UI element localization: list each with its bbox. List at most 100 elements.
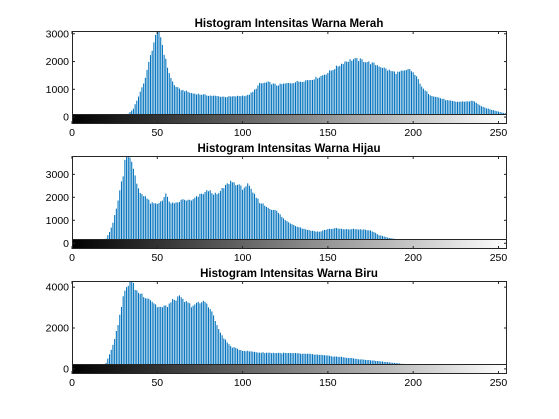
histogram-bar (194, 197, 196, 244)
tick-labels-blue: 0 50 100 150 200 250 0 2000 4000 (46, 282, 508, 389)
histogram-bar (320, 75, 322, 118)
histogram-bar (359, 58, 361, 118)
histogram-bar (381, 68, 383, 118)
histogram-bar (250, 188, 252, 244)
histogram-bar (417, 79, 419, 118)
histogram-bar (363, 61, 365, 118)
histogram-bar (487, 108, 489, 118)
y-tick-label: 1000 (46, 84, 70, 96)
histogram-bar (339, 228, 341, 244)
histogram-bar (170, 302, 172, 369)
histogram-bar (190, 307, 192, 369)
histogram-bar (399, 71, 401, 118)
histogram-bar (472, 100, 474, 118)
histogram-bar (112, 344, 114, 369)
histogram-bar (356, 229, 358, 244)
histogram-bar (206, 95, 208, 118)
histogram-bar (277, 352, 279, 369)
histogram-bar (226, 97, 228, 118)
histogram-bar (455, 101, 457, 118)
histogram-bar (276, 353, 278, 369)
histogram-bar (115, 208, 117, 244)
histogram-bar (259, 82, 261, 118)
histogram-bar (146, 69, 148, 118)
histogram-bar (298, 227, 300, 244)
histogram-bar (221, 96, 223, 118)
histogram-bar (124, 159, 126, 244)
histogram-bar (144, 298, 146, 369)
histogram-bar (138, 96, 140, 118)
histogram-bar (180, 297, 182, 369)
histogram-bar (148, 61, 150, 118)
histogram-bar (323, 229, 325, 244)
histogram-bar (248, 94, 250, 118)
histogram-bar (187, 199, 189, 244)
histogram-bar (358, 229, 360, 244)
histogram-bar (291, 83, 293, 118)
histogram-bar (231, 347, 233, 369)
histogram-bar (201, 302, 203, 369)
histogram-bar (315, 354, 317, 369)
histogram-bar (136, 100, 138, 118)
histogram-bar (242, 189, 244, 244)
histogram-bar (132, 108, 134, 118)
histogram-panel-red: Histogram Intensitas Warna Merah 0 50 100 1… (46, 18, 508, 139)
x-tick-label: 100 (234, 127, 252, 139)
histogram-bar (416, 76, 418, 118)
histogram-bar (153, 42, 155, 118)
x-tick-label: 250 (490, 377, 508, 389)
histogram-bar (149, 55, 151, 118)
histogram-bar (134, 289, 136, 369)
histogram-panel-green: Histogram Intensitas Warna Hijau 0 50 100 1… (46, 143, 508, 264)
histogram-bar (117, 200, 119, 244)
histogram-bar (269, 82, 271, 118)
histogram-bar (129, 157, 131, 244)
histogram-bar (236, 184, 238, 244)
chart-title-green: Histogram Intensitas Warna Hijau (198, 143, 381, 155)
histogram-bar (265, 206, 267, 244)
histogram-bar (361, 59, 363, 118)
histogram-bar (305, 353, 307, 369)
histogram-bar (337, 356, 339, 369)
histogram-bar (306, 80, 308, 118)
histogram-bar (315, 231, 317, 244)
histogram-bar (115, 331, 117, 369)
histogram-bar (339, 356, 341, 369)
histogram-bar (303, 228, 305, 244)
histogram-bar (170, 77, 172, 118)
histogram-bar (122, 296, 124, 369)
histogram-bar (201, 94, 203, 118)
histogram-bar (388, 69, 390, 118)
histogram-bar (279, 83, 281, 118)
histogram-bar (277, 212, 279, 244)
histogram-bar (373, 232, 375, 244)
histogram-bar (366, 230, 368, 244)
histogram-bar (221, 188, 223, 244)
histogram-bar (313, 354, 315, 369)
histogram-bar (124, 290, 126, 369)
histogram-bar (489, 109, 491, 118)
histogram-bar (213, 95, 215, 118)
intensity-gradient-strip-red (72, 115, 507, 124)
histogram-bar (323, 355, 325, 369)
histogram-bar (214, 192, 216, 244)
histogram-bar (146, 298, 148, 369)
histogram-bar (283, 83, 285, 118)
histogram-bar (192, 93, 194, 118)
histogram-bar (240, 350, 242, 369)
histogram-bar (364, 229, 366, 244)
histogram-bar (156, 203, 158, 244)
histogram-bar (375, 232, 377, 244)
histogram-bar (226, 183, 228, 244)
histogram-bar (218, 193, 220, 244)
histogram-bar (219, 96, 221, 118)
histogram-bar (283, 218, 285, 244)
histogram-bar (202, 300, 204, 369)
histogram-bar (112, 222, 114, 244)
histogram-bar (260, 83, 262, 118)
histogram-bar (126, 156, 128, 244)
intensity-gradient-strip (72, 240, 507, 249)
histogram-bar (192, 305, 194, 369)
histogram-bar (167, 67, 169, 118)
axes-box (72, 281, 507, 374)
